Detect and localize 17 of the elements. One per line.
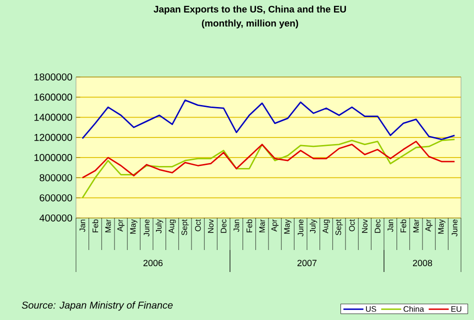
y-tick-label: 1600000	[34, 94, 72, 101]
chart-subtitle: (monthly, million yen)	[202, 20, 298, 28]
y-tick-label: 800000	[40, 174, 72, 182]
y-tick-label: 1800000	[34, 73, 72, 81]
text: 2007	[297, 260, 317, 266]
source-note: Source: Japan Ministry of Finance	[22, 301, 173, 311]
chart-title: Japan Exports to the US, China and the EU	[154, 6, 346, 14]
line-series	[82, 140, 456, 178]
line-series	[82, 99, 456, 140]
y-tick-label: 1200000	[34, 134, 72, 141]
line-series	[82, 138, 456, 199]
y-tick-label: 400000	[39, 214, 72, 222]
y-tick-label: 1400000	[34, 114, 72, 121]
y-tick-label: 600000	[40, 194, 72, 202]
text: 2008	[412, 260, 432, 266]
text: 2006	[143, 260, 163, 266]
y-tick-label: 1000000	[34, 154, 72, 162]
